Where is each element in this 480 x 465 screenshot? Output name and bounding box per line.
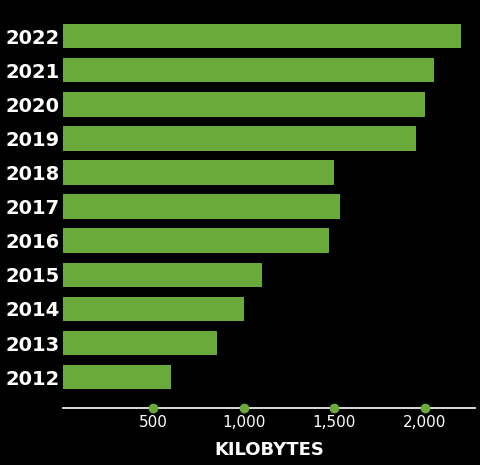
- Bar: [62, 126, 415, 151]
- Bar: [62, 24, 460, 48]
- Bar: [62, 160, 334, 185]
- Bar: [62, 365, 171, 389]
- Bar: [62, 297, 243, 321]
- Bar: [62, 331, 216, 355]
- X-axis label: KILOBYTES: KILOBYTES: [214, 441, 323, 459]
- Bar: [62, 92, 424, 117]
- Bar: [62, 58, 433, 82]
- Bar: [62, 263, 261, 287]
- Bar: [62, 194, 339, 219]
- Bar: [62, 228, 328, 253]
